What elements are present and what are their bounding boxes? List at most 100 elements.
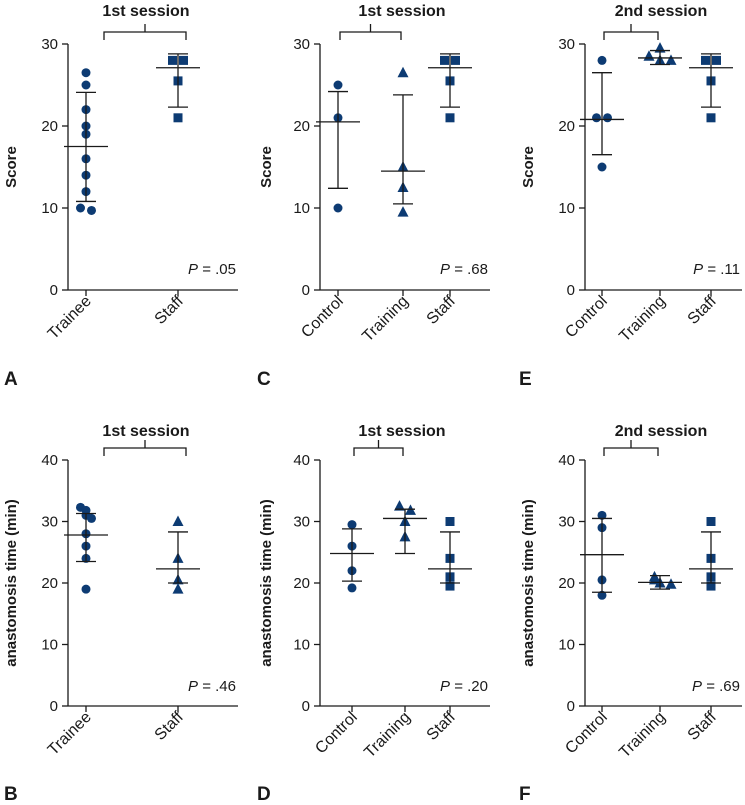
significance-bracket (103, 440, 187, 456)
data-point (333, 80, 343, 90)
panel-label: E (519, 369, 532, 390)
data-point (445, 517, 455, 526)
x-category-label: Staff (685, 292, 720, 327)
y-tick-label: 0 (302, 282, 310, 299)
x-category-label: Control (562, 293, 610, 341)
p-value-label: P = .05 (188, 261, 236, 278)
chart-title: 1st session (358, 3, 445, 20)
y-tick-label: 20 (293, 118, 310, 135)
data-point (440, 55, 449, 65)
x-category-label: Staff (685, 708, 720, 743)
data-point (397, 66, 409, 78)
x-category-label: Trainee (45, 709, 95, 759)
data-point (597, 590, 607, 600)
y-tick-label: 10 (293, 200, 310, 217)
y-tick-label: 0 (50, 282, 58, 299)
x-category-label: Training (616, 709, 668, 761)
data-point (706, 581, 716, 591)
significance-bracket (603, 24, 659, 40)
x-category-label: Staff (152, 292, 187, 327)
x-category-label: Staff (424, 708, 459, 743)
data-point (706, 517, 716, 526)
y-axis-label: Score (258, 146, 275, 188)
data-point (701, 55, 710, 65)
y-tick-label: 30 (41, 514, 58, 531)
data-point (81, 80, 91, 90)
data-point (179, 55, 188, 65)
data-point (87, 513, 96, 523)
data-point (397, 206, 409, 217)
data-point (597, 162, 607, 172)
x-category-label: Training (359, 293, 411, 345)
data-point (445, 581, 455, 591)
data-point (665, 54, 677, 65)
y-tick-label: 20 (558, 575, 575, 592)
y-tick-label: 40 (293, 452, 310, 469)
x-category-label: Control (562, 709, 610, 757)
data-point (451, 55, 460, 65)
data-point (347, 583, 357, 593)
panel-label: B (4, 784, 18, 805)
p-value-label: P = .68 (440, 261, 488, 278)
y-axis-label: anastomosis time (min) (3, 499, 20, 667)
x-category-label: Training (361, 709, 413, 761)
data-point (597, 55, 607, 65)
y-axis-label: Score (520, 146, 537, 188)
y-tick-label: 20 (41, 575, 58, 592)
significance-bracket (103, 24, 187, 40)
chart-title: 2nd session (615, 3, 707, 20)
y-tick-label: 40 (41, 452, 58, 469)
x-category-label: Trainee (45, 293, 95, 343)
chart-panel-e: 2nd session Score 0 10 20 30 Control Training St… (519, 3, 742, 390)
data-point (712, 55, 721, 65)
p-value-label: P = .69 (692, 678, 740, 695)
data-point (445, 113, 455, 123)
data-point (347, 520, 357, 530)
y-tick-label: 0 (567, 698, 575, 715)
y-tick-label: 0 (50, 698, 58, 715)
y-tick-label: 10 (558, 637, 575, 654)
y-tick-label: 30 (293, 514, 310, 531)
chart-panel-f: 2nd session anastomosis time (min) 0 10 20 30… (519, 423, 742, 805)
data-point (603, 113, 612, 123)
significance-bracket (353, 440, 404, 456)
y-tick-label: 10 (41, 200, 58, 217)
chart-panel-d: 1st session anastomosis time (min) 0 10 20 30… (257, 423, 490, 805)
y-tick-label: 10 (41, 637, 58, 654)
x-category-label: Staff (424, 292, 459, 327)
y-tick-label: 20 (558, 118, 575, 135)
significance-bracket (339, 24, 402, 40)
p-value-label: P = .46 (188, 678, 236, 695)
significance-bracket (603, 440, 659, 456)
data-point (333, 203, 343, 213)
data-point (172, 515, 184, 526)
y-tick-label: 20 (41, 118, 58, 135)
y-axis-label: Score (3, 146, 20, 188)
x-category-label: Staff (152, 708, 187, 743)
panel-label: A (4, 369, 18, 390)
data-point (665, 578, 677, 589)
data-point (81, 584, 91, 594)
panel-label: D (257, 784, 271, 805)
data-point (592, 113, 601, 123)
x-category-label: Control (312, 709, 360, 757)
x-category-label: Training (616, 293, 668, 345)
data-point (597, 510, 607, 520)
chart-title: 1st session (358, 423, 445, 440)
data-point (172, 583, 184, 594)
panel-label: C (257, 369, 271, 390)
y-tick-label: 30 (293, 36, 310, 53)
chart-title: 2nd session (615, 423, 707, 440)
y-tick-label: 40 (558, 452, 575, 469)
chart-panel-c: 1st session Score 0 10 20 30 Control Training St… (257, 3, 490, 390)
data-point (81, 68, 91, 78)
y-axis-label: anastomosis time (min) (520, 499, 537, 667)
chart-title: 1st session (102, 423, 189, 440)
data-point (394, 500, 405, 511)
p-value-label: P = .11 (693, 261, 740, 278)
data-point (87, 205, 96, 215)
y-tick-label: 30 (41, 36, 58, 53)
data-point (706, 113, 716, 123)
